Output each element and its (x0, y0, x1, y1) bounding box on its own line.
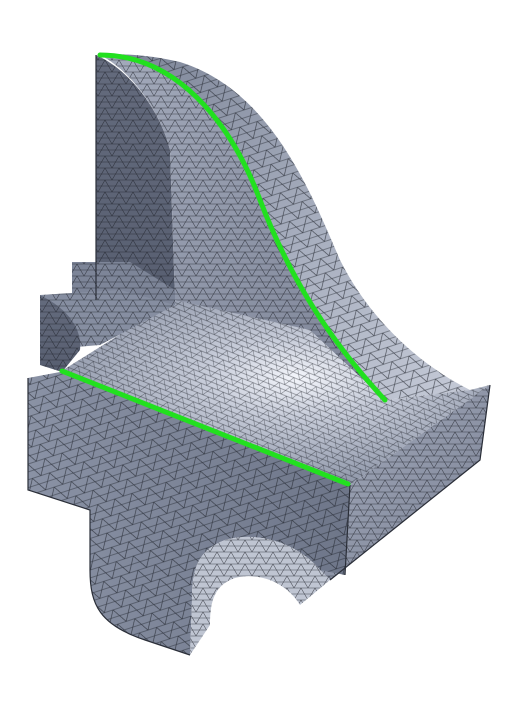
selected-edges[interactable] (59, 52, 388, 487)
arch-cutout (190, 536, 330, 655)
step-ledges (40, 262, 175, 372)
fin-curved-surface (100, 54, 470, 401)
selected-edge-curve[interactable] (97, 52, 388, 403)
selected-edge-straight[interactable] (59, 368, 351, 487)
mesh-outline (27, 55, 491, 656)
block-front-face (28, 372, 350, 655)
fin-inner-face (100, 55, 385, 405)
saddle-surface (60, 300, 490, 485)
mesh-model[interactable] (27, 52, 491, 656)
fin-left-face (96, 55, 175, 315)
block-right-face (320, 385, 490, 580)
